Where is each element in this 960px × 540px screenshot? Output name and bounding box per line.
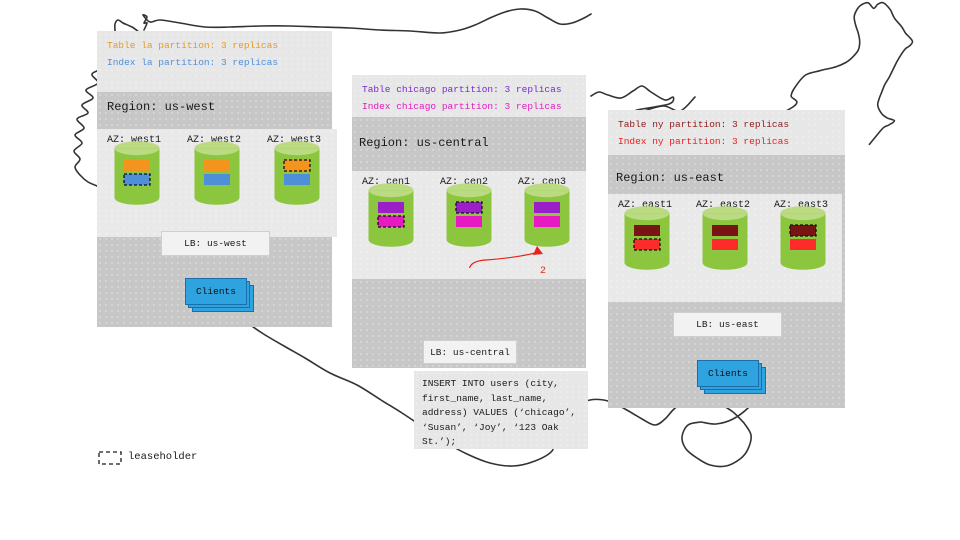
svg-text:2: 2 [540,266,546,277]
